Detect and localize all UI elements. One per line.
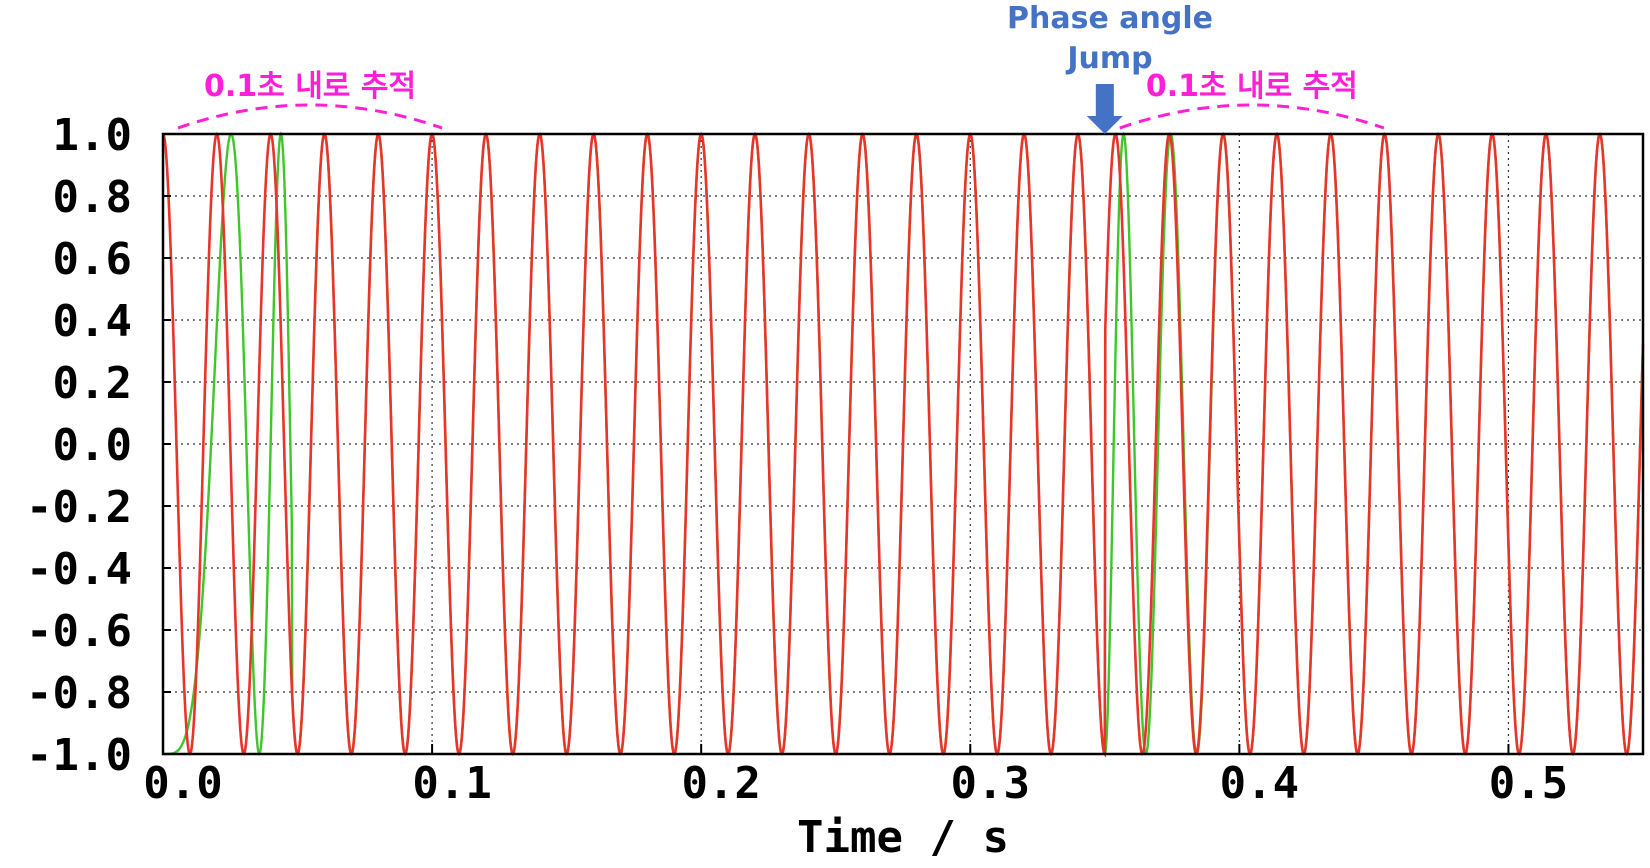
x-tick-label: 0.3 [951, 758, 1030, 809]
x-tick-label: 0.5 [1489, 758, 1568, 809]
series-layer [162, 131, 1645, 758]
tracking-annotation-label-1: 0.1초 내로 추적 [1146, 69, 1358, 104]
y-tick-label: -0.4 [26, 544, 132, 595]
y-tick-label: -0.2 [26, 482, 132, 533]
tracking-span-arc-0 [177, 103, 443, 130]
tracking-annotation-label-0: 0.1초 내로 추적 [204, 69, 416, 104]
y-tick-label: -0.6 [26, 606, 132, 657]
y-axis-ticks: 1.0 0.8 0.6 0.4 0.2 0.0 -0.2 -0.4 -0.6 -0.8 -1.0 [26, 110, 171, 781]
down-arrow-icon [1086, 84, 1123, 134]
phase-jump-label-line2: Jump [1065, 41, 1152, 76]
x-tick-label: 0.4 [1220, 758, 1299, 809]
x-tick-label: 0.0 [143, 758, 222, 809]
x-axis-label: Time / s [797, 812, 1009, 863]
annotations-layer: 0.1초 내로 추적 0.1초 내로 추적 [177, 69, 1385, 130]
x-axis-ticks: 0.0 0.1 0.2 0.3 0.4 0.5 [143, 744, 1568, 809]
x-tick-label: 0.1 [412, 758, 491, 809]
y-tick-label: 1.0 [53, 110, 132, 161]
y-tick-label: 0.0 [53, 420, 132, 471]
tracking-span-arc-1 [1119, 103, 1385, 130]
y-tick-label: 0.4 [53, 296, 132, 347]
y-tick-label: 0.8 [53, 172, 132, 223]
y-tick-label: 0.2 [53, 358, 132, 409]
x-tick-label: 0.2 [681, 758, 760, 809]
y-tick-label: 0.6 [53, 234, 132, 285]
phase-jump-annotation: Phase angle Jump [1007, 1, 1213, 134]
y-tick-label: -1.0 [26, 730, 132, 781]
phase-jump-label-line1: Phase angle [1007, 1, 1213, 36]
series-line-reference [162, 132, 1645, 758]
y-tick-label: -0.8 [26, 668, 132, 719]
